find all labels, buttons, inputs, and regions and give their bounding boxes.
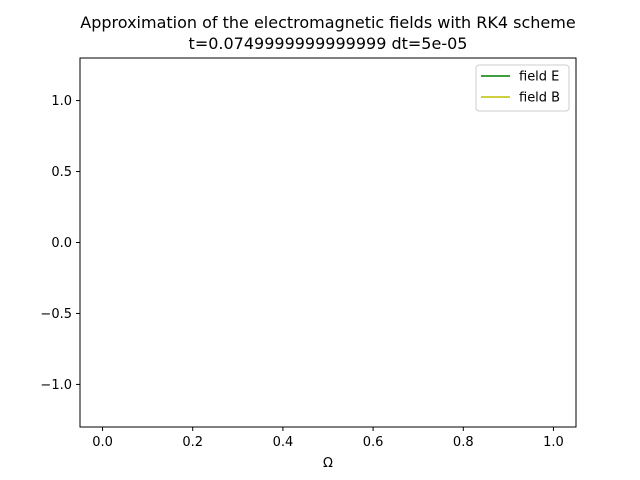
chart-title: Approximation of the electromagnetic fie… <box>80 13 575 32</box>
y-tick-label: −1.0 <box>40 378 72 393</box>
x-tick-label: 1.0 <box>543 435 564 450</box>
legend: field E field B <box>475 64 570 112</box>
chart-subtitle: t=0.0749999999999999 dt=5e-05 <box>189 34 468 53</box>
y-tick-label: 1.0 <box>51 94 72 109</box>
legend-label-field-e: field E <box>519 70 559 85</box>
x-tick-label: 0.2 <box>182 435 203 450</box>
y-axis-ticks: 1.0 0.5 0.0 −0.5 −1.0 <box>40 94 80 393</box>
y-tick-label: 0.5 <box>51 165 72 180</box>
x-axis-ticks: 0.0 0.2 0.4 0.6 0.8 1.0 <box>92 427 564 450</box>
x-tick-label: 0.6 <box>363 435 384 450</box>
x-axis-label: Ω <box>323 456 333 471</box>
legend-label-field-b: field B <box>519 91 560 106</box>
plot-area-frame <box>79 57 577 428</box>
x-tick-label: 0.0 <box>92 435 113 450</box>
x-tick-label: 0.8 <box>453 435 474 450</box>
y-tick-label: 0.0 <box>51 236 72 251</box>
x-tick-label: 0.4 <box>273 435 294 450</box>
y-tick-label: −0.5 <box>40 307 72 322</box>
